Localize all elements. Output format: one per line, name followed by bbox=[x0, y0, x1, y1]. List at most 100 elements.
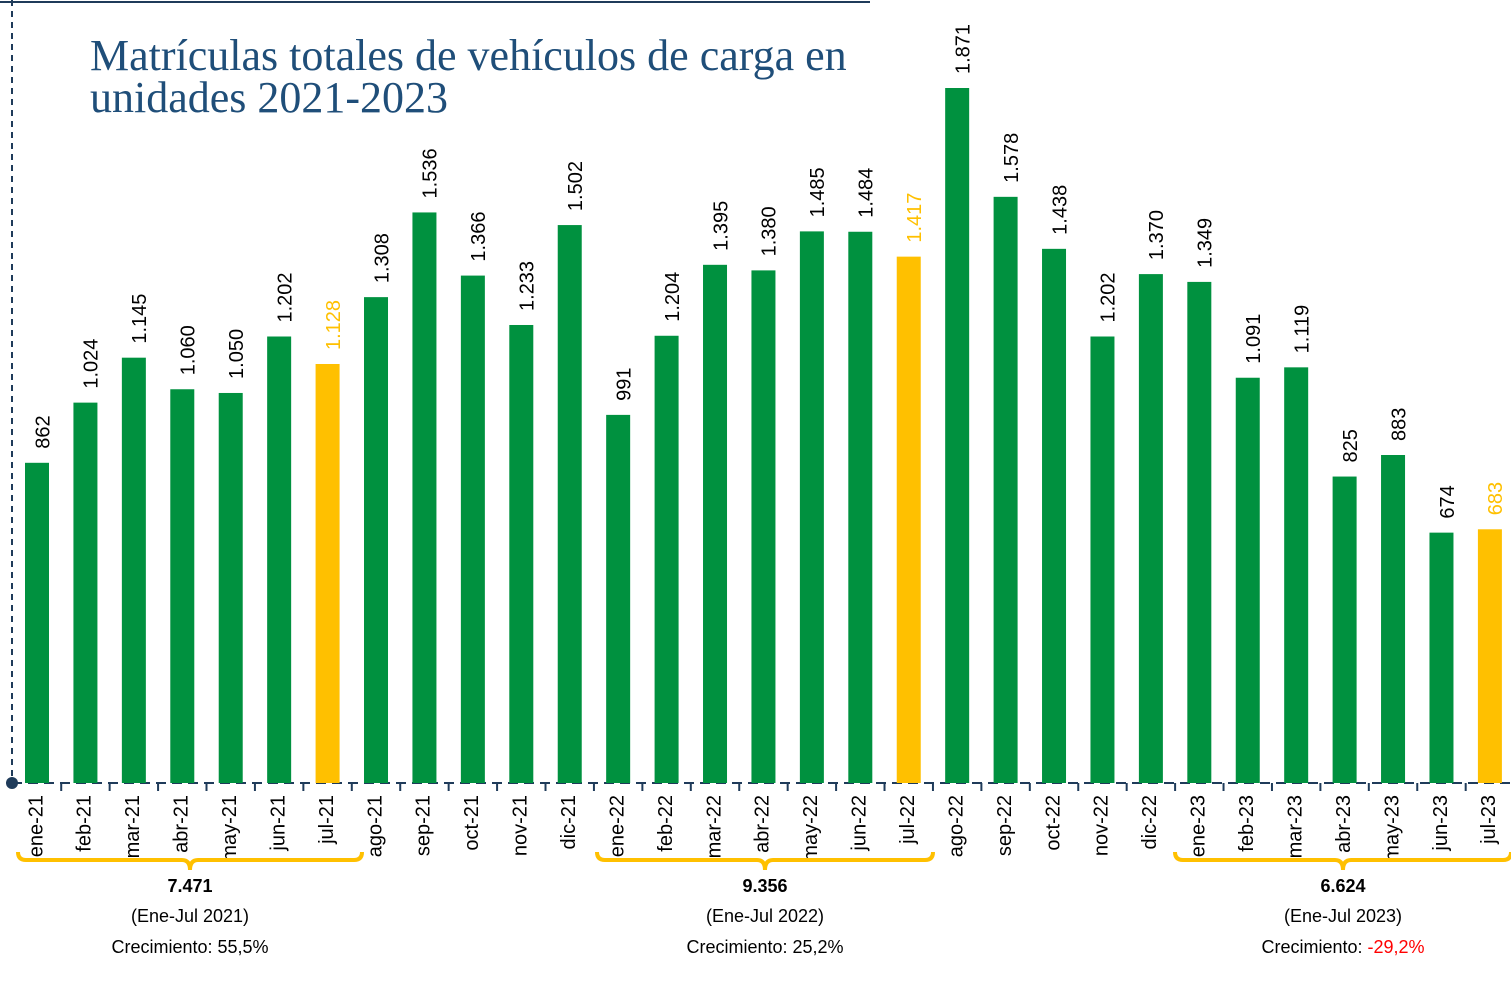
x-tick-label: ago-21 bbox=[364, 795, 386, 857]
x-tick-label: feb-21 bbox=[74, 795, 96, 852]
bar bbox=[557, 225, 582, 783]
value-label: 1.091 bbox=[1243, 314, 1265, 364]
bar bbox=[1235, 377, 1260, 783]
chart-title: Matrículas totales de vehículos de carga… bbox=[90, 31, 847, 80]
x-tick-label: jun-21 bbox=[267, 795, 289, 852]
group-total: 7.471 bbox=[167, 876, 212, 896]
growth-value: -29,2% bbox=[1367, 937, 1424, 957]
x-tick-label: ene-21 bbox=[25, 795, 47, 857]
bar bbox=[460, 275, 485, 783]
group-total: 6.624 bbox=[1320, 876, 1365, 896]
growth-label: Crecimiento: bbox=[1261, 937, 1362, 957]
bar bbox=[896, 256, 921, 783]
x-tick-label: may-21 bbox=[219, 795, 241, 862]
growth-value: 55,5% bbox=[217, 937, 268, 957]
axis-dot bbox=[6, 777, 18, 789]
x-tick-label: may-23 bbox=[1381, 795, 1403, 862]
bar bbox=[509, 324, 534, 783]
x-tick-label: jun-22 bbox=[849, 795, 871, 852]
x-tick-label: feb-23 bbox=[1236, 795, 1258, 852]
value-label: 1.349 bbox=[1195, 218, 1217, 268]
bar bbox=[1042, 248, 1067, 783]
x-tick-label: jul-21 bbox=[316, 795, 338, 845]
bar bbox=[945, 88, 970, 783]
bar bbox=[1284, 367, 1309, 783]
bar bbox=[993, 196, 1018, 783]
bar bbox=[848, 231, 873, 784]
x-tick-label: jul-23 bbox=[1478, 795, 1500, 845]
bar bbox=[606, 414, 631, 783]
x-tick-label: abr-21 bbox=[171, 795, 193, 853]
value-label: 1.050 bbox=[226, 329, 248, 379]
group-period: (Ene-Jul 2023) bbox=[1284, 906, 1402, 926]
value-label: 1.438 bbox=[1049, 185, 1071, 235]
bar bbox=[1332, 476, 1357, 783]
value-label: 1.395 bbox=[710, 201, 732, 251]
bar bbox=[412, 212, 437, 784]
value-label: 1.202 bbox=[1098, 272, 1120, 322]
x-tick-label: may-22 bbox=[800, 795, 822, 862]
value-label: 1.871 bbox=[952, 24, 974, 74]
value-label: 1.366 bbox=[468, 212, 490, 262]
group-growth: Crecimiento: -29,2% bbox=[1261, 937, 1424, 957]
bar bbox=[25, 462, 49, 783]
value-label: 1.204 bbox=[662, 272, 684, 322]
bar bbox=[121, 357, 146, 783]
x-tick-label: dic-21 bbox=[558, 795, 580, 849]
bracket bbox=[16, 851, 364, 871]
x-tick-label: nov-22 bbox=[1091, 795, 1113, 856]
x-tick-label: nov-21 bbox=[510, 795, 532, 856]
x-tick-label: oct-21 bbox=[461, 795, 483, 851]
bar bbox=[73, 402, 98, 783]
value-label: 1.380 bbox=[759, 206, 781, 256]
value-label: 883 bbox=[1388, 408, 1410, 441]
value-label: 862 bbox=[32, 415, 54, 448]
x-tick-label: abr-23 bbox=[1333, 795, 1355, 853]
group-period: (Ene-Jul 2022) bbox=[706, 906, 824, 926]
value-label: 1.060 bbox=[178, 325, 200, 375]
x-tick-label: dic-22 bbox=[1139, 795, 1161, 849]
bar bbox=[1381, 455, 1406, 783]
value-label: 1.536 bbox=[420, 148, 442, 198]
value-label: 1.233 bbox=[517, 261, 539, 311]
x-tick-label: ene-22 bbox=[606, 795, 628, 857]
x-tick-label: jun-23 bbox=[1430, 795, 1452, 852]
value-label: 1.578 bbox=[1001, 133, 1023, 183]
group-total: 9.356 bbox=[742, 876, 787, 896]
growth-label: Crecimiento: bbox=[686, 937, 787, 957]
bar bbox=[1138, 274, 1163, 783]
value-label: 1.370 bbox=[1146, 210, 1168, 260]
bar bbox=[751, 270, 776, 783]
bar bbox=[654, 335, 679, 783]
x-tick-label: sep-21 bbox=[413, 795, 435, 856]
bar bbox=[703, 264, 728, 783]
bar bbox=[267, 336, 292, 783]
bar bbox=[1477, 529, 1502, 783]
x-tick-label: jul-22 bbox=[897, 795, 919, 845]
x-tick-label: abr-22 bbox=[752, 795, 774, 853]
x-tick-label: ago-22 bbox=[945, 795, 967, 857]
value-label: 1.485 bbox=[807, 167, 829, 217]
x-tick-label: feb-22 bbox=[655, 795, 677, 852]
bar bbox=[1187, 281, 1212, 783]
bar bbox=[315, 363, 340, 783]
group-growth: Crecimiento: 55,5% bbox=[111, 937, 268, 957]
value-label: 1.308 bbox=[371, 233, 393, 283]
bar bbox=[1429, 532, 1454, 783]
chart-title: unidades 2021-2023 bbox=[90, 73, 448, 122]
value-label: 683 bbox=[1485, 482, 1507, 515]
x-tick-label: mar-21 bbox=[122, 795, 144, 858]
value-label: 674 bbox=[1437, 485, 1459, 518]
group-growth: Crecimiento: 25,2% bbox=[686, 937, 843, 957]
x-tick-label: mar-22 bbox=[703, 795, 725, 858]
growth-label: Crecimiento: bbox=[111, 937, 212, 957]
x-tick-label: sep-22 bbox=[994, 795, 1016, 856]
bracket bbox=[1173, 851, 1511, 871]
growth-value: 25,2% bbox=[792, 937, 843, 957]
bar bbox=[364, 297, 389, 783]
value-label: 825 bbox=[1340, 429, 1362, 462]
value-label: 1.484 bbox=[856, 168, 878, 218]
value-label: 991 bbox=[613, 368, 635, 401]
value-label: 1.502 bbox=[565, 161, 587, 211]
